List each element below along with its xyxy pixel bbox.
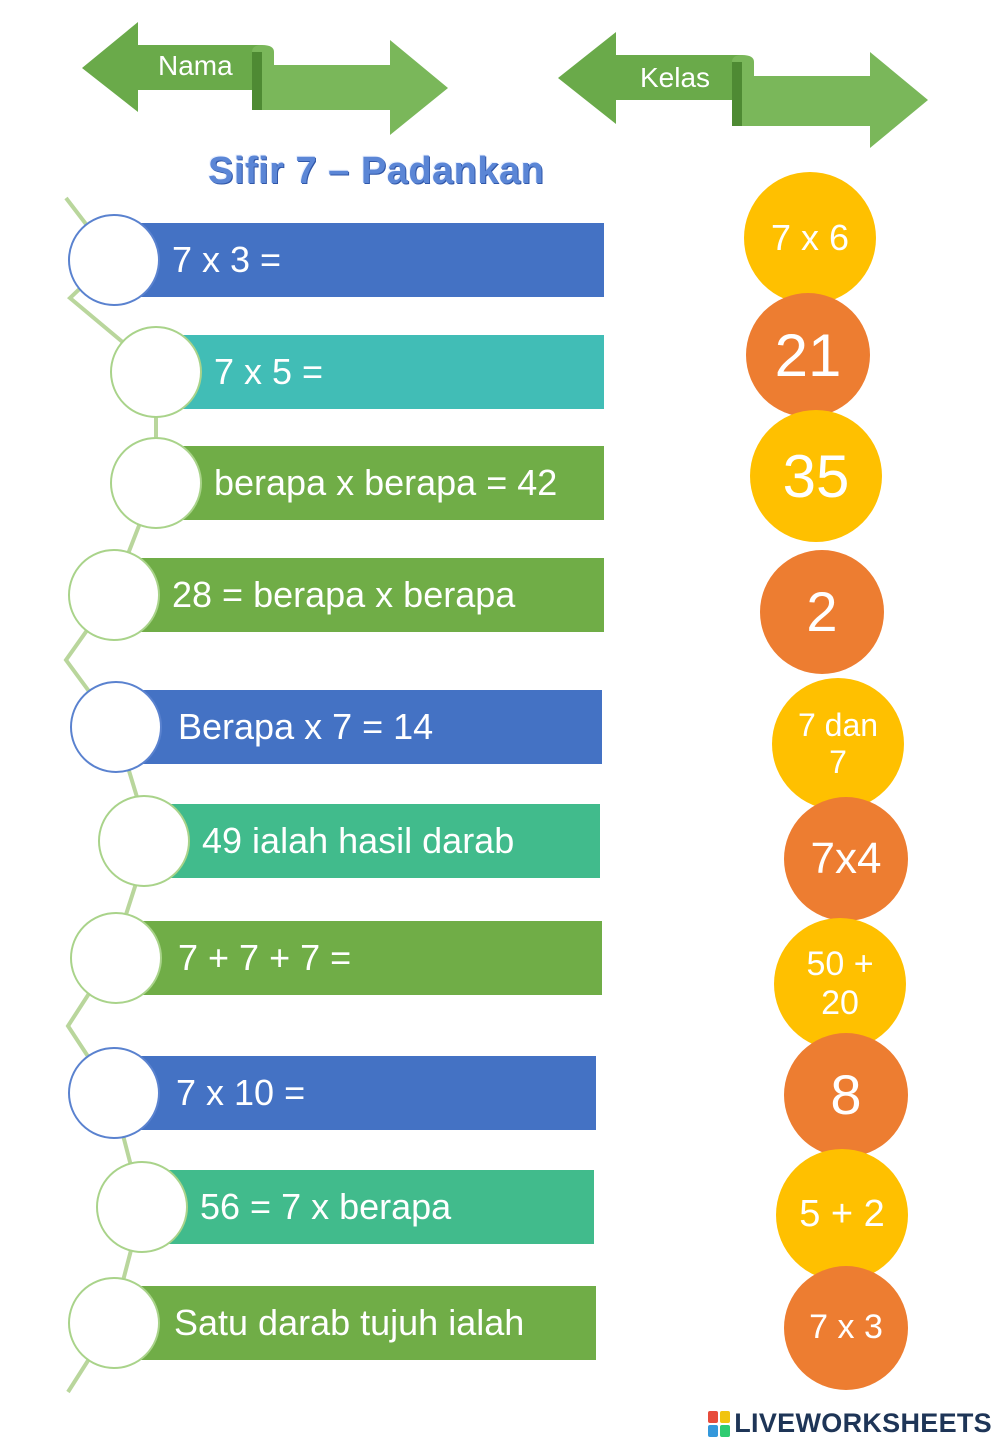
answer-ball[interactable]: 35 — [750, 410, 882, 542]
answer-text: 2 — [806, 579, 838, 643]
class-label: Kelas — [640, 62, 711, 93]
answer-ball[interactable]: 50 + 20 — [774, 918, 906, 1050]
answer-ball[interactable]: 7x4 — [784, 797, 908, 921]
answer-drop-circle[interactable] — [110, 326, 202, 418]
question-bar: 49 ialah hasil darab — [150, 804, 600, 878]
question-bar: 56 = 7 x berapa — [142, 1170, 594, 1244]
answer-ball[interactable]: 7 x 3 — [784, 1266, 908, 1390]
answer-drop-circle[interactable] — [68, 1277, 160, 1369]
answer-ball[interactable]: 2 — [760, 550, 884, 674]
question-text: Berapa x 7 = 14 — [178, 706, 434, 747]
answer-drop-circle[interactable] — [98, 795, 190, 887]
question-bar: 7 + 7 + 7 = — [112, 921, 602, 995]
name-label: Nama — [158, 50, 233, 81]
answer-text: 7x4 — [810, 833, 882, 883]
answer-text: 8 — [830, 1062, 862, 1126]
question-bar: 7 x 3 = — [112, 223, 604, 297]
answer-text: 35 — [782, 442, 850, 510]
answer-text: 7 x 3 — [809, 1308, 883, 1347]
liveworksheets-logo: LIVEWORKSHEETS — [708, 1408, 992, 1439]
answer-drop-circle[interactable] — [68, 214, 160, 306]
answer-ball[interactable]: 7 x 6 — [744, 172, 876, 304]
question-text: 56 = 7 x berapa — [200, 1186, 452, 1227]
question-bar: 7 x 10 = — [112, 1056, 596, 1130]
answer-drop-circle[interactable] — [110, 437, 202, 529]
question-text: 7 x 5 = — [214, 351, 324, 392]
question-text: Satu darab tujuh ialah — [174, 1302, 525, 1343]
header-ribbons — [82, 22, 928, 148]
question-text: 49 ialah hasil darab — [202, 820, 515, 861]
answer-text: 7 x 6 — [770, 217, 850, 259]
question-bar: Satu darab tujuh ialah — [112, 1286, 596, 1360]
answer-text: 50 + 20 — [806, 944, 874, 1022]
answer-text: 7 dan 7 — [797, 707, 879, 780]
question-bar: Berapa x 7 = 14 — [116, 690, 602, 764]
answer-ball[interactable]: 8 — [784, 1033, 908, 1157]
question-text: 7 x 3 = — [172, 239, 282, 280]
answer-drop-circle[interactable] — [68, 1047, 160, 1139]
question-text: 28 = berapa x berapa — [172, 574, 516, 615]
answer-ball[interactable]: 5 + 2 — [776, 1149, 908, 1281]
question-bar: berapa x berapa = 42 — [156, 446, 604, 520]
question-bar: 7 x 5 = — [156, 335, 604, 409]
answer-drop-circle[interactable] — [70, 912, 162, 1004]
question-bar: 28 = berapa x berapa — [112, 558, 604, 632]
answer-drop-circle[interactable] — [68, 549, 160, 641]
page-title: Sifir 7 – Padankan — [208, 150, 545, 192]
class-ribbon-shape — [558, 32, 928, 148]
question-text: berapa x berapa = 42 — [214, 462, 558, 503]
answer-ball[interactable]: 21 — [746, 293, 870, 417]
question-text: 7 + 7 + 7 = — [178, 937, 352, 978]
name-ribbon-shape — [82, 22, 448, 135]
answer-drop-circle[interactable] — [70, 681, 162, 773]
answer-drop-circle[interactable] — [96, 1161, 188, 1253]
answer-text: 21 — [774, 321, 842, 389]
question-text: 7 x 10 = — [176, 1072, 306, 1113]
brand-text: LIVEWORKSHEETS — [734, 1408, 992, 1438]
liveworksheets-logo-icon — [708, 1410, 731, 1437]
answer-text: 5 + 2 — [799, 1193, 885, 1236]
answer-ball[interactable]: 7 dan 7 — [772, 678, 904, 810]
